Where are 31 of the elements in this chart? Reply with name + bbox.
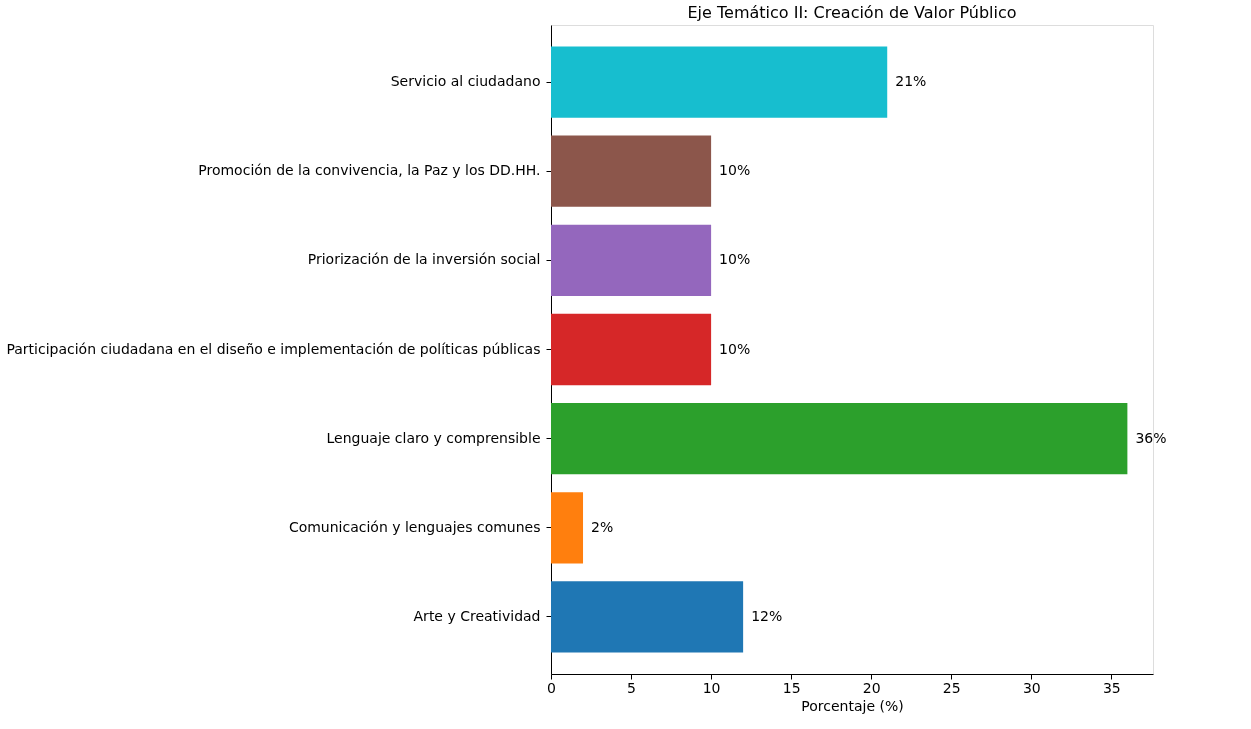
x-axis-title: Porcentaje (%) (801, 697, 904, 714)
y-tick-label: Priorización de la inversión social (307, 251, 541, 268)
x-tick-label: 35 (1102, 679, 1121, 696)
x-tick-label: 10 (702, 679, 721, 696)
data-label: 36% (1135, 429, 1167, 446)
data-label: 21% (895, 73, 927, 90)
y-tick-label: Comunicación y lenguajes comunes (288, 518, 541, 535)
bar (551, 46, 888, 118)
x-tick-label: 25 (942, 679, 961, 696)
bar (551, 402, 1128, 475)
y-tick-label: Lenguaje claro y comprensible (326, 429, 541, 446)
x-tick-label: 15 (782, 679, 801, 696)
data-label: 2% (591, 518, 614, 535)
bar (551, 313, 712, 386)
x-tick-label: 5 (627, 679, 637, 696)
data-label: 10% (719, 340, 751, 357)
y-tick-label: Servicio al ciudadano (390, 73, 541, 90)
y-tick-label: Promoción de la convivencia, la Paz y los DD.HH. (198, 162, 541, 179)
x-tick-label: 30 (1022, 679, 1041, 696)
bar (551, 581, 744, 653)
data-label: 12% (751, 607, 783, 624)
x-tick-label: 0 (547, 679, 556, 696)
x-tick-label: 20 (862, 679, 881, 696)
bar (551, 135, 712, 207)
chart-title: Eje Temático II: Creación de Valor Público (687, 3, 1017, 22)
bar (551, 224, 712, 297)
y-tick-label: Participación ciudadana en el diseño e implementación de políticas públicas (6, 340, 541, 357)
bar (551, 492, 584, 564)
data-label: 10% (719, 251, 751, 268)
data-label: 10% (719, 162, 751, 179)
y-tick-label: Arte y Creatividad (413, 607, 541, 624)
